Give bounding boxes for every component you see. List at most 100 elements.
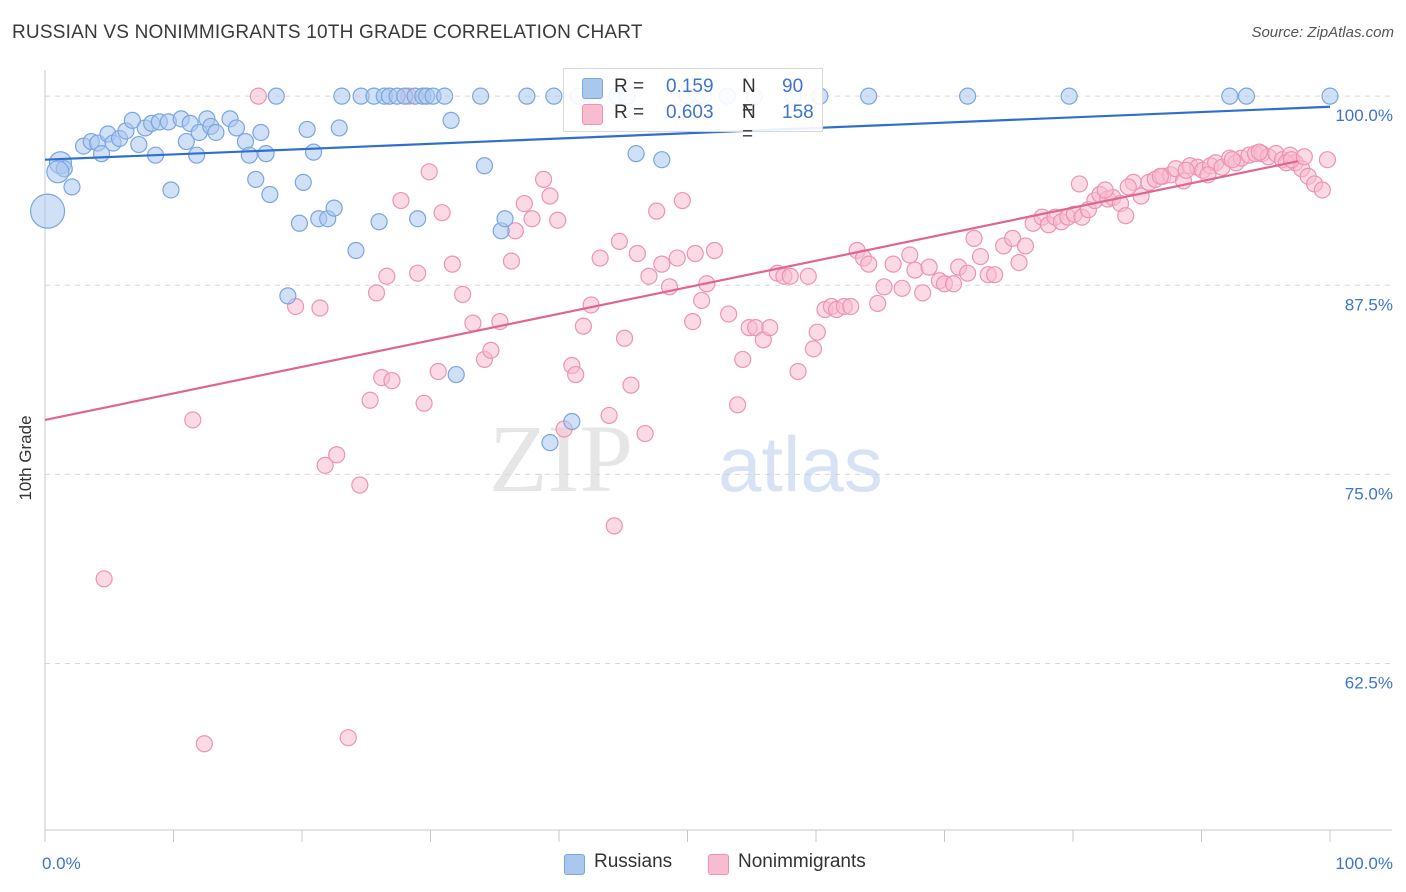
point-nonimmigrants <box>610 232 628 251</box>
point-nonimmigrants <box>515 194 533 213</box>
point-nonimmigrants <box>95 570 113 588</box>
point-nonimmigrants <box>311 299 329 317</box>
point-russians <box>279 287 297 305</box>
point-nonimmigrants <box>986 266 1004 284</box>
point-russians <box>252 123 270 142</box>
series-nonimmigrants <box>95 87 1337 753</box>
y-tick-label: 75.0% <box>1345 484 1393 503</box>
legend-r-label: R = <box>614 102 645 123</box>
point-russians <box>1221 87 1239 105</box>
source-label: Source: ZipAtlas.com <box>1251 24 1394 41</box>
point-nonimmigrants <box>339 729 357 747</box>
point-russians <box>447 365 465 384</box>
point-russians <box>29 193 66 229</box>
point-russians <box>860 87 878 105</box>
point-russians <box>545 87 563 105</box>
point-nonimmigrants <box>549 211 567 229</box>
point-nonimmigrants <box>789 362 807 381</box>
point-nonimmigrants <box>409 264 427 282</box>
point-nonimmigrants <box>378 267 396 285</box>
point-nonimmigrants <box>1250 143 1268 161</box>
point-russians <box>1237 87 1256 105</box>
point-nonimmigrants <box>351 476 369 494</box>
point-nonimmigrants <box>622 376 640 394</box>
point-nonimmigrants <box>392 191 410 210</box>
point-russians <box>496 210 514 228</box>
point-nonimmigrants <box>1004 229 1022 247</box>
point-nonimmigrants <box>184 411 202 429</box>
point-nonimmigrants <box>502 252 521 270</box>
point-russians <box>541 434 559 452</box>
point-russians <box>563 412 581 431</box>
point-nonimmigrants <box>195 735 213 753</box>
legend-swatch-blue <box>582 78 603 99</box>
point-nonimmigrants <box>1177 161 1195 179</box>
point-nonimmigrants <box>541 187 559 205</box>
point-nonimmigrants <box>628 244 646 263</box>
point-russians <box>653 151 671 169</box>
point-nonimmigrants <box>415 394 433 412</box>
point-nonimmigrants <box>464 314 482 332</box>
legend-label-nonimmigrants: Nonimmigrants <box>738 851 866 872</box>
y-axis-label: 10th Grade <box>16 415 35 500</box>
point-nonimmigrants <box>433 204 451 222</box>
point-nonimmigrants <box>523 210 541 228</box>
point-nonimmigrants <box>971 247 990 266</box>
point-nonimmigrants <box>1096 181 1114 199</box>
point-russians <box>188 146 206 164</box>
point-nonimmigrants <box>383 372 401 390</box>
point-nonimmigrants <box>729 396 747 414</box>
series-russians <box>29 87 1339 452</box>
point-nonimmigrants <box>914 284 932 302</box>
point-nonimmigrants <box>482 341 500 359</box>
point-nonimmigrants <box>1318 151 1337 169</box>
point-russians <box>347 241 365 260</box>
point-russians <box>294 173 312 192</box>
point-nonimmigrants <box>1313 181 1331 199</box>
point-nonimmigrants <box>668 249 686 267</box>
point-nonimmigrants <box>316 456 334 474</box>
y-tick-label: 100.0% <box>1335 106 1393 125</box>
point-russians <box>207 123 225 142</box>
point-russians <box>370 213 388 231</box>
point-russians <box>627 145 645 163</box>
legend-swatch-pink <box>582 104 603 125</box>
y-tick-label: 62.5% <box>1345 674 1393 693</box>
point-nonimmigrants <box>860 255 878 273</box>
legend-r-label: R = <box>614 76 645 97</box>
point-nonimmigrants <box>591 249 609 267</box>
point-russians <box>325 199 343 217</box>
point-russians <box>247 170 265 188</box>
point-nonimmigrants <box>1070 175 1089 193</box>
point-russians <box>330 119 348 137</box>
point-nonimmigrants <box>808 323 826 341</box>
point-russians <box>240 146 258 164</box>
point-russians <box>63 178 81 196</box>
point-nonimmigrants <box>965 229 983 247</box>
point-nonimmigrants <box>720 305 738 323</box>
tick-labels: 100.0% 87.5% 75.0% 62.5% 0.0% 100.0% <box>42 106 1393 873</box>
legend-swatch-pink <box>708 854 729 875</box>
point-russians <box>290 214 309 232</box>
point-russians <box>333 87 351 105</box>
watermark: ZIP atlas <box>489 405 883 512</box>
chart-title: RUSSIAN VS NONIMMIGRANTS 10TH GRADE CORR… <box>12 22 643 43</box>
legend-label-russians: Russians <box>594 851 673 872</box>
point-nonimmigrants <box>686 244 704 263</box>
point-russians <box>162 181 180 199</box>
point-nonimmigrants <box>429 362 447 381</box>
point-nonimmigrants <box>781 267 799 285</box>
point-russians <box>472 87 490 105</box>
legend-r-value: 0.159 <box>666 76 714 97</box>
point-nonimmigrants <box>600 406 618 425</box>
legend-n-label: N = <box>742 76 756 119</box>
point-russians <box>409 210 427 228</box>
point-nonimmigrants <box>420 163 438 181</box>
point-nonimmigrants <box>893 279 911 297</box>
legend-swatch-blue <box>564 854 585 875</box>
point-nonimmigrants <box>653 255 671 273</box>
point-russians <box>267 87 285 105</box>
point-russians <box>177 132 195 151</box>
point-nonimmigrants <box>869 294 887 313</box>
point-russians <box>436 87 454 105</box>
